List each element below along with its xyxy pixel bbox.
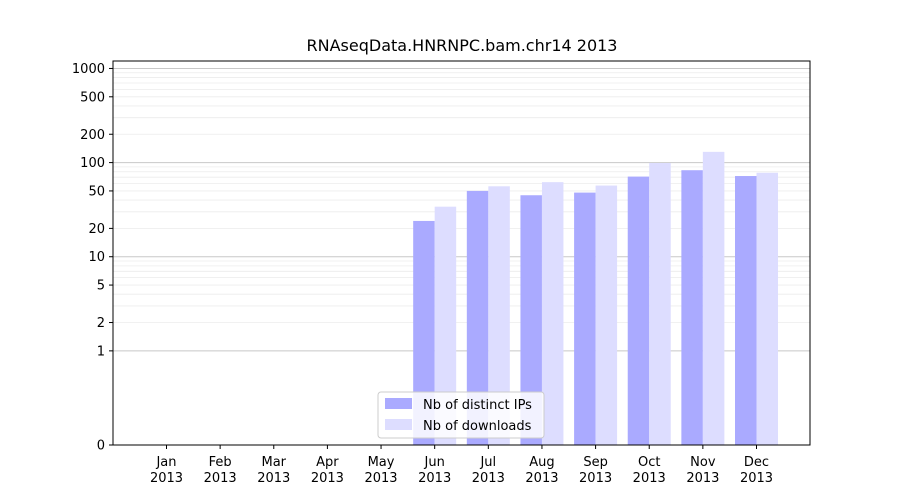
x-tick-label-month: Oct (638, 455, 660, 470)
x-tick-label-year: 2013 (204, 471, 237, 486)
y-tick-label: 20 (88, 222, 105, 237)
x-tick-label-month: Dec (744, 455, 769, 470)
y-tick-label: 500 (80, 90, 105, 105)
y-tick-label: 200 (80, 128, 105, 143)
plot-frame (112, 60, 811, 446)
chart-title: RNAseqData.HNRNPC.bam.chr14 2013 (307, 36, 618, 55)
bar-downloads-sep (595, 185, 618, 446)
legend-box (377, 391, 545, 439)
x-tick-label-year: 2013 (418, 471, 451, 486)
y-tick-label: 0 (97, 439, 105, 454)
legend-swatch-distinct-ips (385, 398, 412, 409)
bar-distinct-ips-oct (627, 176, 650, 445)
x-tick-label-month: Aug (529, 455, 554, 470)
x-tick-label-year: 2013 (579, 471, 612, 486)
x-tick-label-month: May (368, 455, 395, 470)
bar-downloads-aug (541, 182, 564, 445)
x-tick-label-year: 2013 (311, 471, 344, 486)
bar-distinct-ips-dec (735, 176, 757, 445)
x-tick-label-year: 2013 (686, 471, 719, 486)
legend-label-distinct-ips: Nb of distinct IPs (423, 398, 532, 413)
x-tick-label-month: Nov (690, 455, 716, 470)
x-tick-label-year: 2013 (633, 471, 666, 486)
bar-downloads-nov (702, 151, 725, 446)
x-axis: Jan2013Feb2013Mar2013Apr2013May2013Jun20… (150, 445, 773, 486)
x-tick-label-year: 2013 (472, 471, 505, 486)
bar-downloads-jun (434, 206, 457, 445)
bar-distinct-ips-nov (681, 170, 703, 445)
bar-distinct-ips-sep (574, 192, 596, 445)
x-tick-label-year: 2013 (525, 471, 558, 486)
x-tick-label-month: Jan (155, 455, 176, 470)
bar-distinct-ips-aug (520, 195, 542, 445)
y-tick-label: 1 (97, 344, 105, 359)
legend-swatch-downloads (385, 419, 412, 430)
x-tick-label-year: 2013 (257, 471, 290, 486)
y-axis: 0 1 2 5 10 20 50 100 200 500 1000 (72, 62, 113, 454)
x-tick-label-month: Jun (424, 455, 445, 470)
x-tick-label-month: Jul (479, 455, 496, 470)
bars (413, 151, 778, 446)
bar-downloads-oct (649, 163, 671, 445)
y-tick-label: 5 (97, 279, 105, 294)
bar-distinct-ips-jun (413, 220, 435, 445)
y-tick-label: 50 (88, 184, 105, 199)
x-tick-label-year: 2013 (740, 471, 773, 486)
y-tick-label: 1000 (72, 62, 105, 77)
y-tick-label: 2 (97, 316, 105, 331)
x-tick-label-month: Apr (316, 455, 339, 470)
y-tick-label: 10 (88, 250, 105, 265)
x-tick-label-month: Feb (209, 455, 232, 470)
bar-downloads-dec (756, 172, 778, 445)
y-tick-label: 100 (80, 156, 105, 171)
x-tick-label-year: 2013 (364, 471, 397, 486)
bar-downloads-jul (488, 186, 510, 445)
bar-distinct-ips-jul (466, 190, 489, 445)
legend: Nb of distinct IPs Nb of downloads (377, 391, 545, 439)
x-tick-label-month: Mar (262, 455, 287, 470)
x-tick-label-month: Sep (583, 455, 608, 470)
x-tick-label-year: 2013 (150, 471, 183, 486)
legend-label-downloads: Nb of downloads (423, 419, 532, 434)
